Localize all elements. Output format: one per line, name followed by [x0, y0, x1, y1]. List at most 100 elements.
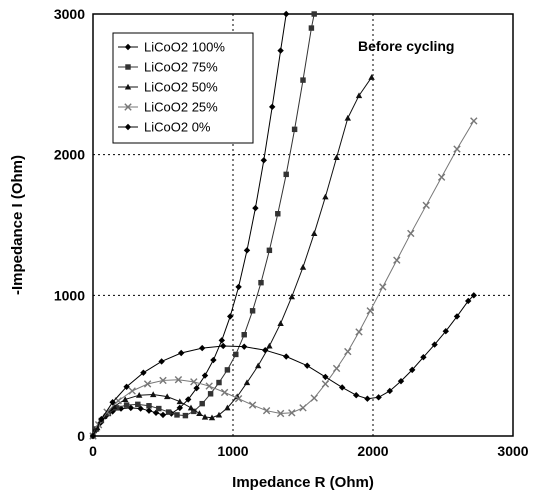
data-point: [275, 211, 281, 217]
data-point: [344, 114, 351, 121]
series-3: [89, 117, 478, 440]
x-tick-label: 0: [89, 443, 97, 459]
data-point: [321, 380, 330, 388]
legend-marker: [124, 83, 132, 90]
data-point: [135, 401, 141, 408]
data-point: [465, 297, 472, 305]
data-point: [150, 391, 157, 398]
data-point: [185, 396, 192, 403]
data-point: [199, 344, 206, 352]
x-axis-title: Impedance R (Ohm): [232, 474, 374, 491]
data-point: [291, 126, 298, 133]
data-point: [227, 313, 234, 320]
data-point: [332, 364, 341, 373]
series-2: [89, 74, 375, 439]
data-point: [159, 411, 167, 419]
chart-annotation: Before cycling: [358, 38, 454, 54]
data-point: [123, 402, 130, 408]
legend-item: LiCoO2 75%: [118, 60, 218, 75]
data-point: [127, 404, 134, 412]
data-point: [308, 25, 315, 31]
data-point: [422, 201, 430, 210]
data-point: [310, 394, 318, 402]
y-tick-label: 1000: [54, 287, 85, 303]
data-point: [300, 77, 306, 83]
data-point: [233, 351, 239, 358]
legend-marker: [125, 64, 131, 70]
legend-label: LiCoO2 0%: [144, 120, 211, 135]
data-point: [187, 404, 195, 411]
data-point: [176, 404, 183, 412]
data-point: [205, 382, 213, 390]
data-point: [453, 145, 461, 153]
data-point: [249, 308, 256, 314]
series-layer: [89, 10, 478, 440]
data-point: [182, 412, 189, 419]
y-axis-title: -Impedance I (Ohm): [9, 155, 26, 295]
data-point: [190, 378, 198, 386]
plot-frame: [92, 13, 514, 437]
data-point: [322, 373, 329, 381]
data-point: [146, 403, 152, 409]
data-point: [311, 230, 318, 236]
data-point: [364, 395, 371, 402]
data-point: [368, 74, 375, 80]
data-point: [220, 388, 229, 397]
y-tick-label: 0: [77, 428, 85, 444]
data-point: [207, 391, 214, 397]
data-point: [262, 346, 269, 354]
x-tick-label: 2000: [357, 443, 388, 459]
legend-item: LiCoO2 50%: [118, 80, 218, 95]
data-point: [407, 229, 415, 238]
legend: LiCoO2 100% LiCoO2 75% LiCoO2 50% LiCoO2 25…: [112, 32, 254, 144]
data-point: [260, 157, 267, 164]
legend-label: LiCoO2 25%: [144, 100, 218, 115]
data-point: [178, 349, 185, 357]
data-point: [122, 396, 129, 402]
data-point: [355, 92, 363, 99]
data-point: [311, 11, 317, 17]
data-point: [344, 347, 352, 356]
data-point: [283, 10, 290, 18]
data-point: [386, 387, 393, 395]
data-point: [243, 379, 251, 386]
data-point: [243, 247, 251, 254]
data-point: [241, 332, 247, 338]
data-point: [152, 409, 160, 416]
data-point: [304, 362, 311, 369]
data-point: [283, 353, 290, 360]
data-point: [353, 392, 360, 399]
data-point: [210, 356, 217, 364]
data-point: [420, 354, 427, 361]
data-point: [218, 337, 225, 344]
legend-label: LiCoO2 100%: [144, 40, 225, 55]
data-point: [193, 384, 200, 392]
legend-marker: [124, 43, 132, 51]
data-point: [191, 408, 197, 415]
data-point: [159, 376, 167, 385]
data-point: [266, 342, 273, 349]
legend-items: LiCoO2 100% LiCoO2 75% LiCoO2 50% LiCoO2 25…: [118, 40, 225, 135]
data-point: [288, 409, 296, 417]
legend-marker: [124, 123, 132, 131]
data-point: [409, 366, 416, 374]
data-point: [431, 341, 438, 348]
data-point: [89, 432, 97, 440]
data-point: [143, 380, 152, 388]
data-point: [299, 264, 307, 270]
data-point: [322, 193, 329, 200]
data-point: [110, 403, 118, 410]
y-tick-label: 3000: [54, 6, 85, 22]
data-point: [145, 407, 153, 414]
data-point: [266, 247, 273, 254]
data-point: [114, 405, 120, 411]
data-point: [136, 392, 143, 398]
data-point: [283, 171, 289, 178]
data-point: [140, 369, 147, 376]
data-point: [299, 404, 307, 412]
x-tick-label: 3000: [497, 443, 528, 459]
data-point: [156, 405, 162, 412]
y-tick-label: 2000: [54, 147, 85, 163]
data-point: [262, 406, 271, 415]
